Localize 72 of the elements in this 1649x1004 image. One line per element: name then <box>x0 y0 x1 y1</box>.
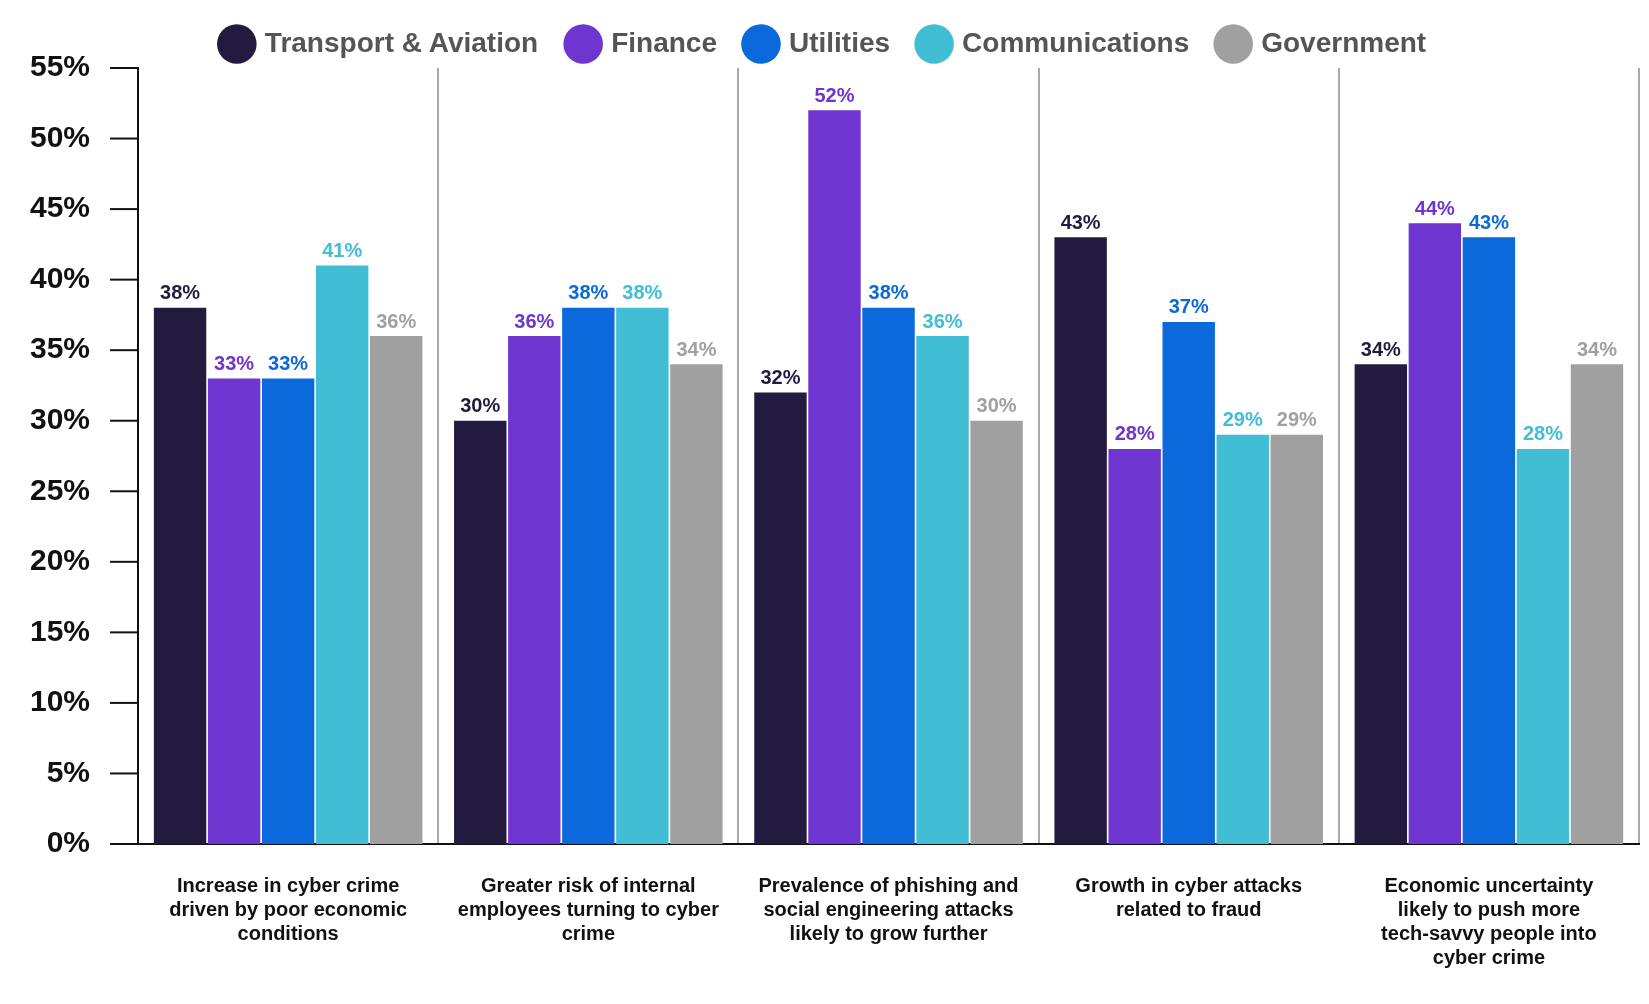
y-tick-label: 5% <box>46 754 91 788</box>
x-tick-label: Greater risk of internal employees turning to cyber crime <box>457 873 720 944</box>
data-label: 38% <box>568 281 609 304</box>
bar <box>670 364 723 844</box>
x-tick-label: Increase in cyber crime driven by poor economic conditions <box>169 873 408 944</box>
bar <box>562 307 615 844</box>
data-label: 37% <box>1168 295 1209 318</box>
legend-label: Government <box>1261 26 1427 58</box>
x-tick-label: Economic uncertainty likely to push more tech-savvy people into cyber crime <box>1381 873 1597 968</box>
legend-label: Finance <box>611 26 717 58</box>
data-label: 38% <box>622 281 663 304</box>
data-label: 52% <box>814 83 855 106</box>
y-tick-label: 10% <box>30 684 91 718</box>
bar <box>754 392 807 844</box>
bar <box>1462 237 1516 844</box>
data-label: 38% <box>160 281 201 304</box>
bar <box>454 420 507 844</box>
legend-label: Communications <box>962 26 1190 58</box>
data-label: 28% <box>1114 422 1155 445</box>
bar <box>862 307 915 844</box>
legend-label: Transport & Aviation <box>264 26 539 58</box>
data-label: 33% <box>268 351 309 374</box>
data-label: 36% <box>376 309 417 332</box>
data-label: 43% <box>1060 210 1101 233</box>
bar <box>1270 434 1323 844</box>
y-tick-label: 50% <box>30 119 91 153</box>
bar <box>616 307 669 844</box>
bar <box>1516 448 1570 844</box>
legend-label: Utilities <box>788 26 891 58</box>
bar <box>1570 364 1624 844</box>
data-label: 32% <box>760 366 801 389</box>
data-label: 38% <box>868 281 909 304</box>
bar <box>153 307 207 844</box>
bar <box>1162 321 1215 844</box>
bar <box>508 336 561 844</box>
data-label: 34% <box>676 337 717 360</box>
bar <box>808 110 861 844</box>
data-label: 34% <box>1360 337 1402 360</box>
data-label: 29% <box>1276 408 1318 431</box>
data-label: 29% <box>1222 408 1263 431</box>
data-label: 30% <box>460 394 501 417</box>
bar <box>916 336 969 844</box>
data-label: 33% <box>214 351 255 374</box>
y-tick-label: 45% <box>30 190 91 224</box>
y-tick-label: 35% <box>30 331 91 365</box>
y-tick-label: 25% <box>30 472 91 506</box>
data-label: 44% <box>1414 196 1456 219</box>
data-label: 36% <box>514 309 555 332</box>
bar <box>370 336 423 844</box>
data-label: 34% <box>1576 337 1618 360</box>
bar <box>1054 237 1107 844</box>
bar <box>1216 434 1269 844</box>
data-label: 41% <box>322 239 363 262</box>
data-label: 36% <box>922 309 963 332</box>
bar <box>261 378 315 844</box>
data-label: 43% <box>1468 210 1510 233</box>
x-tick-label: Growth in cyber attacks related to fraud <box>1075 873 1303 920</box>
y-tick-label: 30% <box>30 401 91 435</box>
bar <box>1108 448 1161 844</box>
y-tick-label: 15% <box>30 613 91 647</box>
y-tick-label: 55% <box>30 49 91 83</box>
y-tick-label: 0% <box>46 825 91 859</box>
bar <box>207 378 261 844</box>
data-label: 28% <box>1522 422 1564 445</box>
bar <box>970 420 1023 844</box>
y-tick-label: 40% <box>30 260 91 294</box>
y-tick-label: 20% <box>30 543 91 577</box>
bar <box>1408 223 1462 844</box>
x-tick-label: Prevalence of phishing and social engineering attacks likely to grow further <box>758 873 1019 944</box>
bar <box>1354 364 1408 844</box>
bar <box>315 265 369 844</box>
data-label: 30% <box>976 394 1017 417</box>
